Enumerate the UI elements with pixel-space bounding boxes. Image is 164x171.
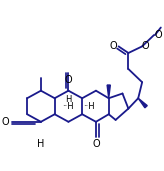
Text: ··H: ··H (83, 102, 95, 111)
Text: H: H (37, 139, 45, 149)
Text: O: O (92, 139, 100, 149)
Text: O: O (2, 117, 10, 127)
Text: ··H: ··H (63, 102, 74, 111)
Text: O: O (110, 41, 118, 51)
Polygon shape (138, 98, 147, 108)
Polygon shape (107, 85, 110, 98)
Text: H: H (65, 95, 72, 104)
Text: O: O (141, 41, 149, 51)
Text: O: O (65, 75, 72, 85)
Text: O: O (155, 30, 163, 40)
